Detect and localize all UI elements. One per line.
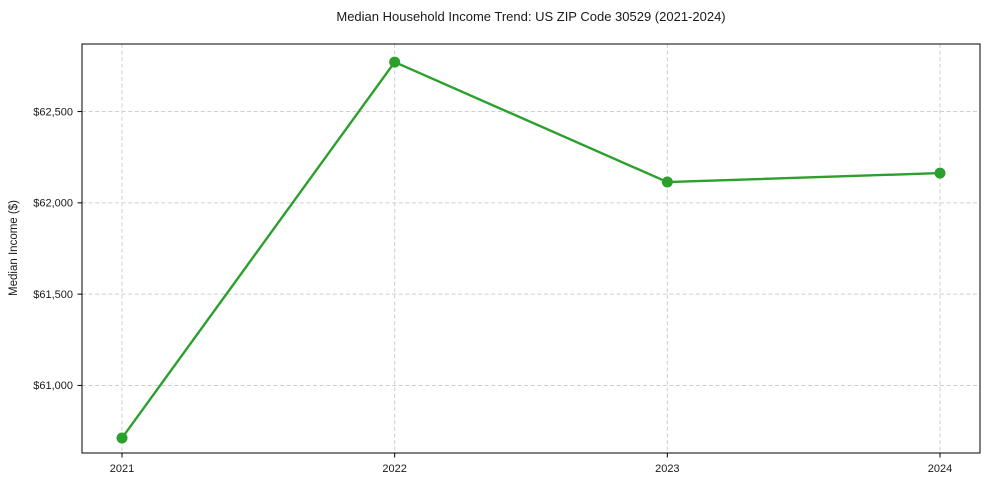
- y-tick-label: $61,000: [33, 380, 73, 392]
- y-tick-label: $62,500: [33, 106, 73, 118]
- chart-title: Median Household Income Trend: US ZIP Co…: [336, 9, 725, 24]
- x-tick-label: 2022: [382, 463, 406, 475]
- plot-area: $61,000 $61,500 $62,000 $62,500 2021 2022 2023…: [33, 43, 981, 475]
- data-point-2024: [934, 167, 946, 179]
- x-tick-label: 2021: [110, 463, 134, 475]
- plot-border: [81, 43, 981, 454]
- data-point-2021: [116, 432, 128, 444]
- data-point-2022: [389, 56, 401, 68]
- x-tick-label: 2024: [928, 463, 952, 475]
- y-tick-label: $61,500: [33, 289, 73, 301]
- trend-line: [120, 60, 942, 440]
- data-point-2023: [661, 176, 673, 188]
- y-axis-label: Median Income ($): [8, 200, 20, 296]
- y-tick-label: $62,000: [33, 198, 73, 210]
- x-tick-label: 2023: [655, 463, 679, 475]
